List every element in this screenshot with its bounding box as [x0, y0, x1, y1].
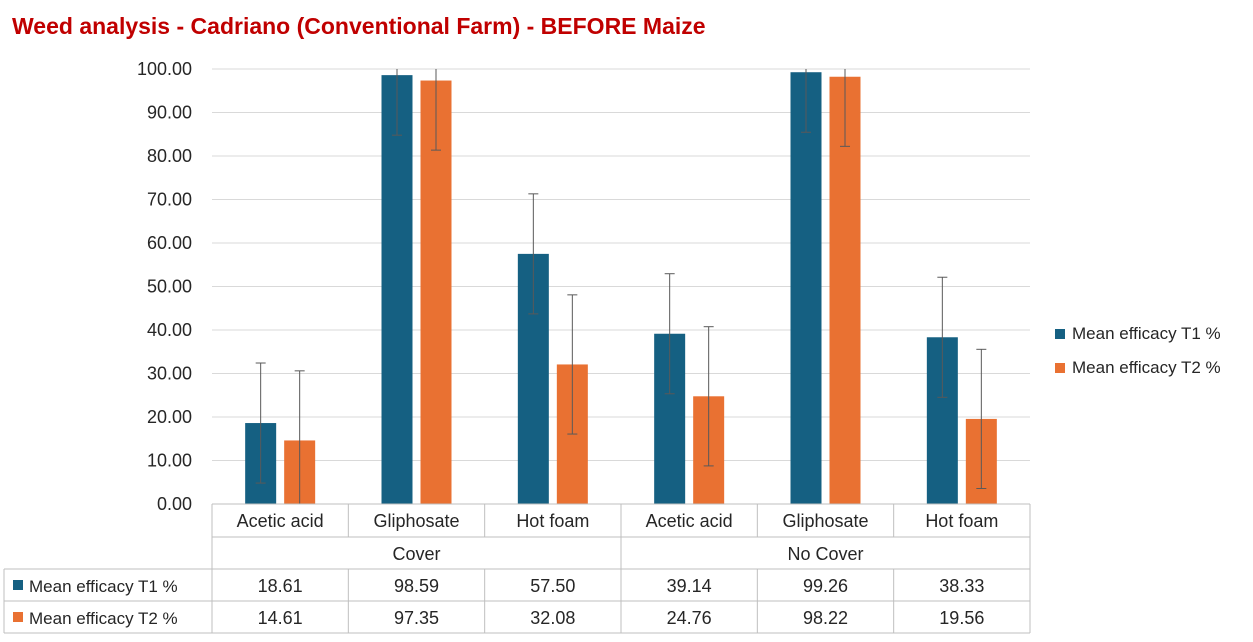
table-value: 97.35: [394, 608, 439, 628]
x-category-label: Hot foam: [925, 511, 998, 531]
y-tick-label: 80.00: [147, 146, 192, 166]
legend-label-t1: Mean efficacy T1 %: [1072, 324, 1221, 343]
table-value: 18.61: [258, 576, 303, 596]
legend: Mean efficacy T1 % Mean efficacy T2 %: [1055, 317, 1221, 385]
bar: [381, 75, 413, 505]
legend-label-t2: Mean efficacy T2 %: [1072, 358, 1221, 377]
y-tick-label: 40.00: [147, 320, 192, 340]
table-value: 14.61: [258, 608, 303, 628]
y-tick-label: 50.00: [147, 277, 192, 297]
y-tick-label: 70.00: [147, 190, 192, 210]
gridlines: [212, 68, 1030, 461]
x-category-label: Gliphosate: [373, 511, 459, 531]
y-tick-label: 20.00: [147, 407, 192, 427]
error-bars: [255, 69, 987, 504]
table-value: 38.33: [939, 576, 984, 596]
legend-swatch-t1: [1055, 329, 1065, 339]
y-tick-label: 100.00: [137, 59, 192, 79]
table-value: 19.56: [939, 608, 984, 628]
y-tick-label: 10.00: [147, 451, 192, 471]
legend-swatch-t2: [1055, 363, 1065, 373]
data-table: Acetic acid Gliphosate Hot foam Acetic acid…: [3, 503, 1031, 634]
x-category-label: Hot foam: [516, 511, 589, 531]
y-tick-label: 0.00: [157, 494, 192, 514]
y-axis-tick-labels: 0.00 10.00 20.00 30.00 40.00 50.00 60.00 70.00 8…: [137, 59, 192, 514]
x-category-label: Acetic acid: [237, 511, 324, 531]
x-category-label: Gliphosate: [782, 511, 868, 531]
bars: [245, 72, 997, 505]
legend-item-t1: Mean efficacy T1 %: [1055, 317, 1221, 351]
table-series-name: Mean efficacy T1 %: [29, 577, 178, 596]
table-value: 24.76: [667, 608, 712, 628]
y-tick-label: 60.00: [147, 233, 192, 253]
x-category-label: Acetic acid: [646, 511, 733, 531]
bar: [420, 80, 452, 504]
bar: [790, 72, 822, 505]
table-series-name: Mean efficacy T2 %: [29, 609, 178, 628]
table-value: 57.50: [530, 576, 575, 596]
bar: [829, 76, 861, 505]
table-value: 32.08: [530, 608, 575, 628]
x-group-label: No Cover: [787, 544, 863, 564]
table-value: 98.59: [394, 576, 439, 596]
y-tick-label: 90.00: [147, 103, 192, 123]
table-legend-key: [13, 580, 23, 590]
table-value: 99.26: [803, 576, 848, 596]
table-value: 98.22: [803, 608, 848, 628]
legend-item-t2: Mean efficacy T2 %: [1055, 351, 1221, 385]
table-legend-key: [13, 612, 23, 622]
table-value: 39.14: [667, 576, 712, 596]
chart-title: Weed analysis - Cadriano (Conventional F…: [12, 13, 706, 39]
y-tick-label: 30.00: [147, 364, 192, 384]
x-group-label: Cover: [392, 544, 440, 564]
